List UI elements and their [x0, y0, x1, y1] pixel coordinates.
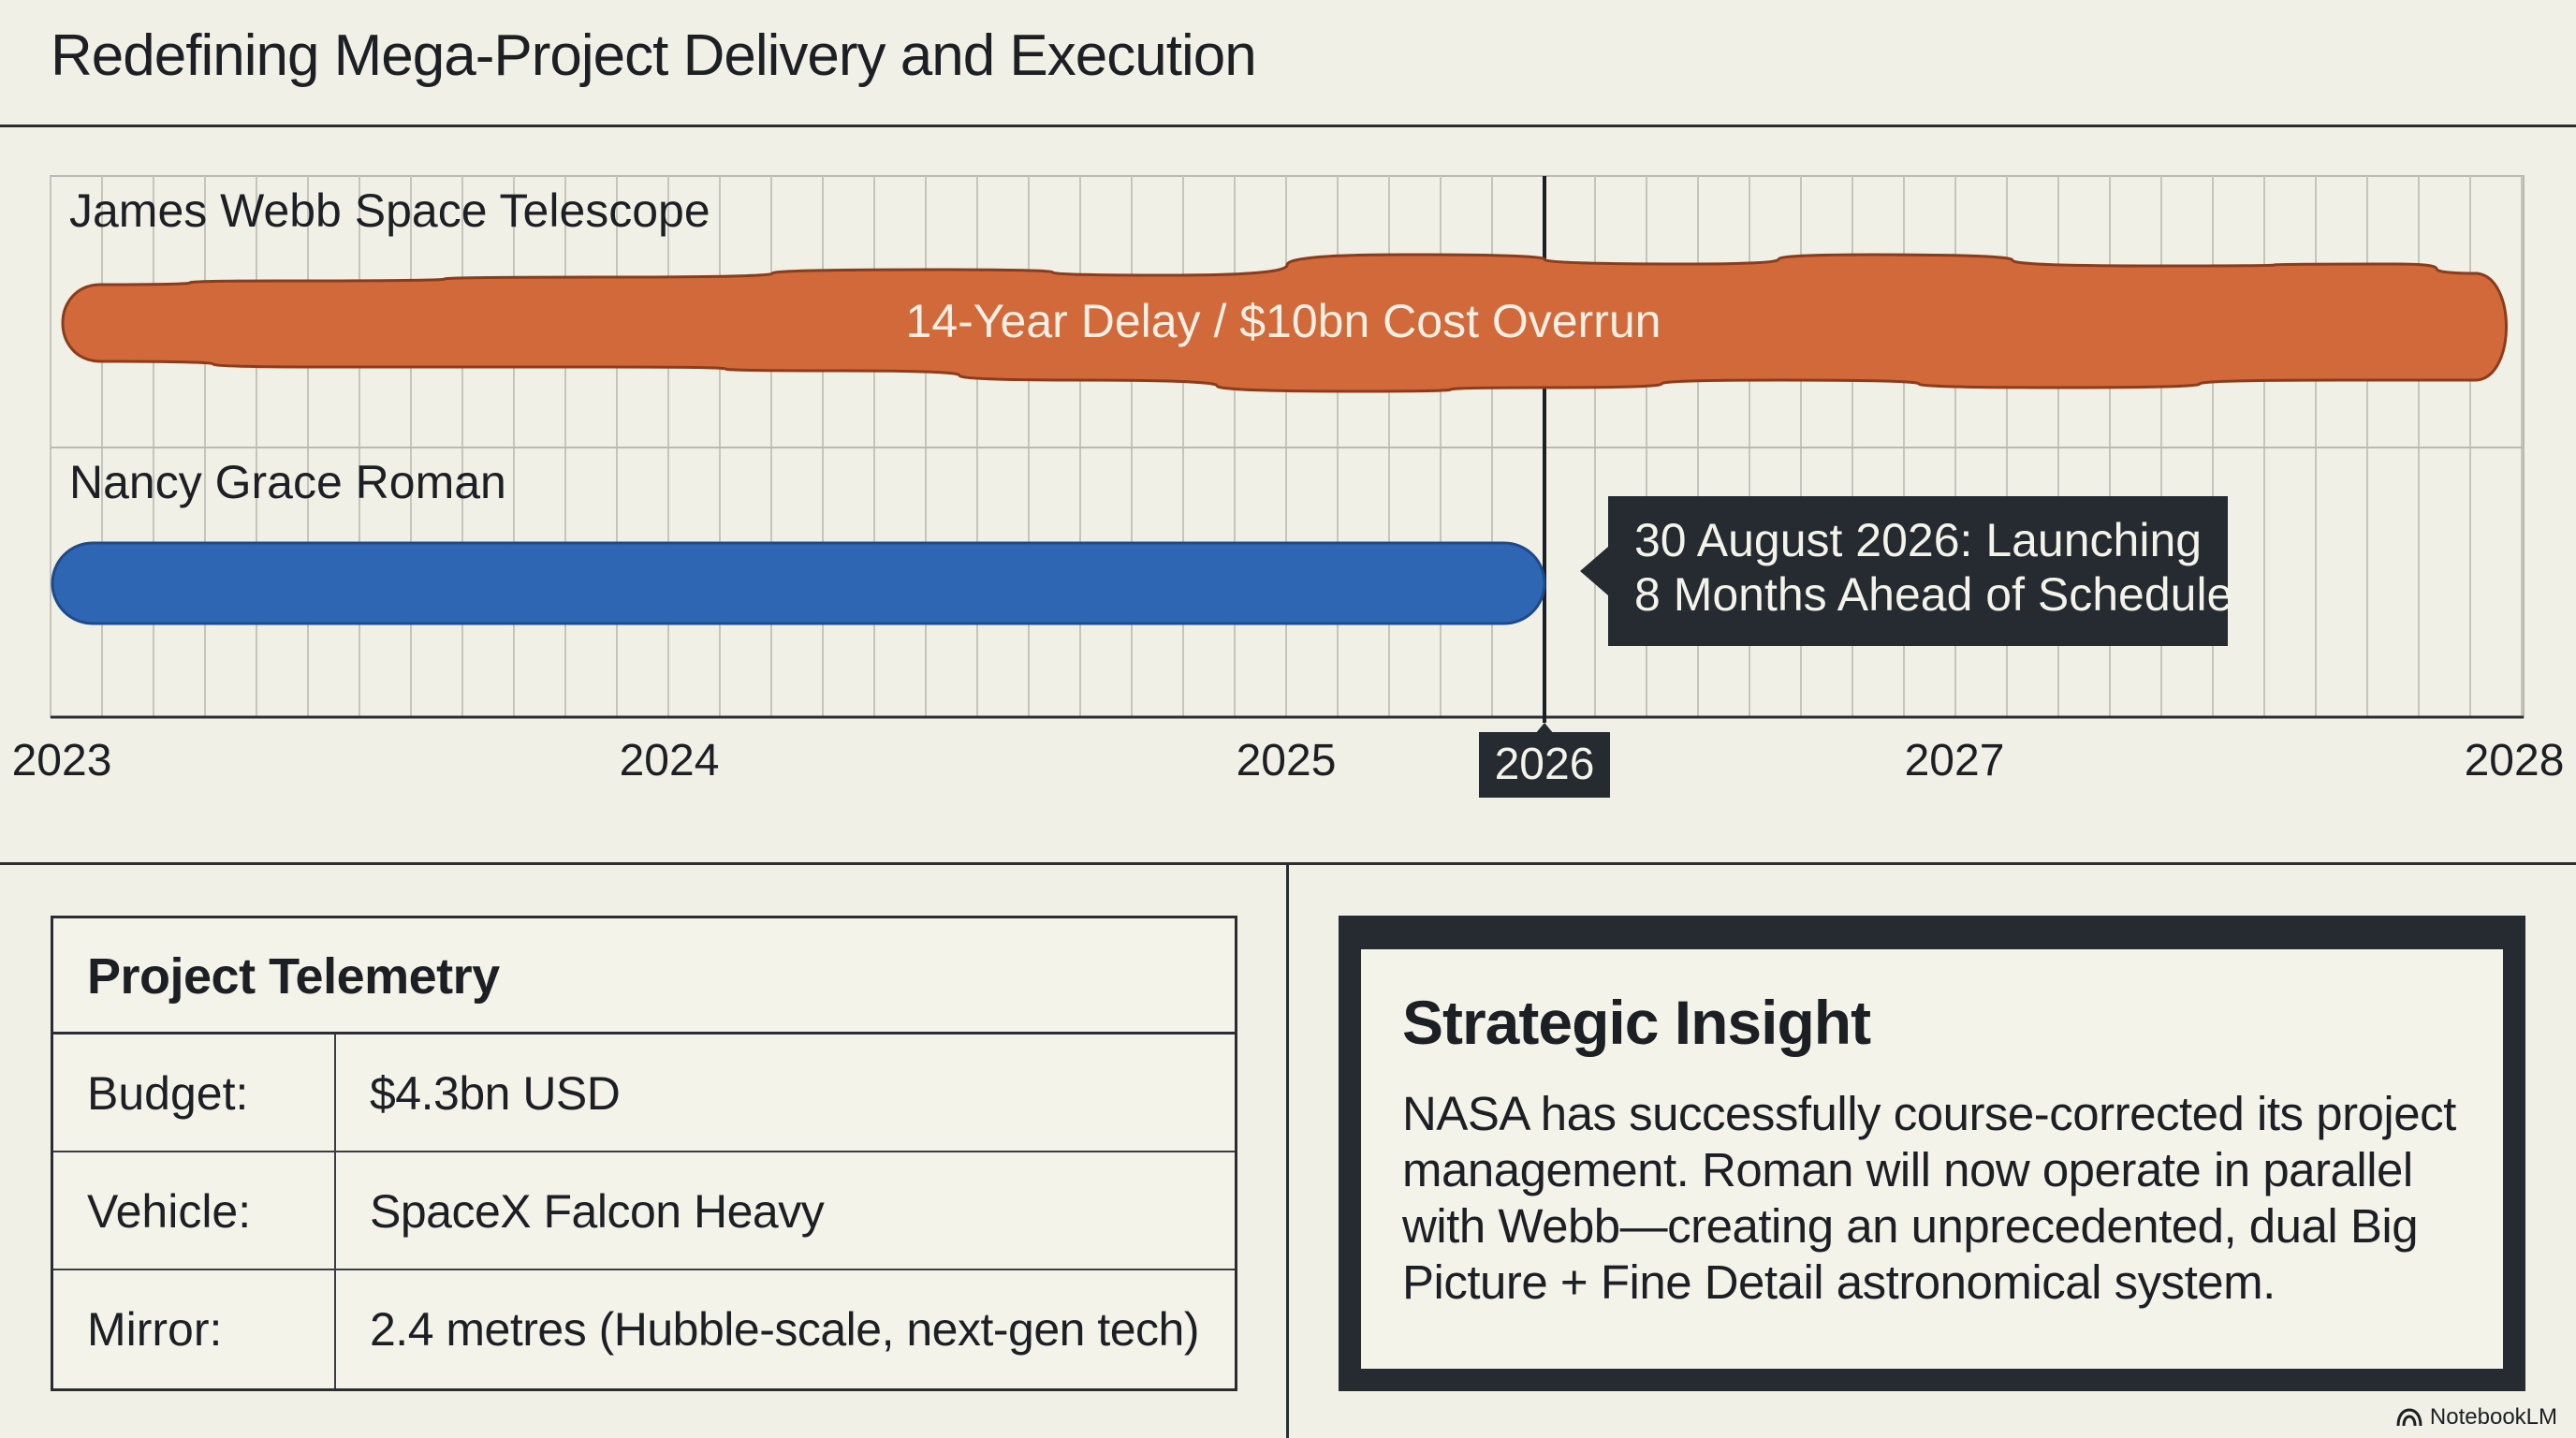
telemetry-value: $4.3bn USD: [370, 1067, 621, 1120]
tick-label: 2023: [12, 736, 112, 785]
callout-text-line: 30 August 2026: Launching: [1634, 514, 2202, 566]
brand-name: NotebookLM: [2429, 1404, 2557, 1430]
telemetry-value: SpaceX Falcon Heavy: [370, 1185, 825, 1238]
tick-label: 2025: [1237, 736, 1337, 785]
tick-label: 2024: [620, 736, 720, 785]
insight-body: NASA has successfully course-corrected i…: [1402, 1087, 2456, 1309]
strategic-insight-panel: Strategic Insight NASA has successfully …: [1339, 916, 2525, 1391]
webb-bar-label: 14-Year Delay / $10bn Cost Overrun: [906, 295, 1661, 347]
roman-bar: [51, 541, 1546, 625]
webb-bar: [61, 253, 2508, 393]
telemetry-title: Project Telemetry: [53, 918, 1235, 1034]
telemetry-label: Budget:: [53, 1034, 336, 1151]
tick-pointer: [1535, 723, 1554, 734]
timeline-section: 14-Year Delay / $10bn Cost Overrun James …: [0, 127, 2576, 865]
schedule-callout: [1608, 496, 2228, 646]
page-title: Redefining Mega-Project Delivery and Exe…: [51, 23, 1257, 88]
tick-label: 2028: [2465, 736, 2565, 785]
callout-text-line: 8 Months Ahead of Schedule: [1634, 568, 2232, 621]
telemetry-label: Mirror:: [53, 1270, 336, 1388]
telemetry-row-mirror: Mirror: 2.4 metres (Hubble-scale, next-g…: [53, 1270, 1235, 1388]
tick-label: 2027: [1905, 736, 2005, 785]
telemetry-label: Vehicle:: [53, 1152, 336, 1269]
telemetry-row-budget: Budget: $4.3bn USD: [53, 1034, 1235, 1152]
roman-track-name: Nancy Grace Roman: [69, 456, 506, 508]
header: Redefining Mega-Project Delivery and Exe…: [0, 0, 2576, 127]
timeline-chart: 14-Year Delay / $10bn Cost Overrun James …: [12, 175, 2565, 798]
tick-highlight: [1479, 732, 1610, 798]
telemetry-table: Project Telemetry Budget: $4.3bn USD Veh…: [51, 916, 1237, 1391]
callout-pointer: [1580, 547, 1608, 595]
insight-card: Strategic Insight NASA has successfully …: [1361, 949, 2503, 1369]
insight-title: Strategic Insight: [1402, 988, 1871, 1057]
section-divider: [1286, 865, 1289, 1438]
telemetry-row-vehicle: Vehicle: SpaceX Falcon Heavy: [53, 1152, 1235, 1270]
telemetry-value: 2.4 metres (Hubble-scale, next-gen tech): [370, 1303, 1199, 1356]
webb-track-name: James Webb Space Telescope: [69, 184, 710, 237]
brand-mark: NotebookLM: [2396, 1404, 2557, 1431]
tick-label: 2026: [1495, 740, 1595, 789]
notebooklm-logo-icon: [2396, 1408, 2422, 1427]
